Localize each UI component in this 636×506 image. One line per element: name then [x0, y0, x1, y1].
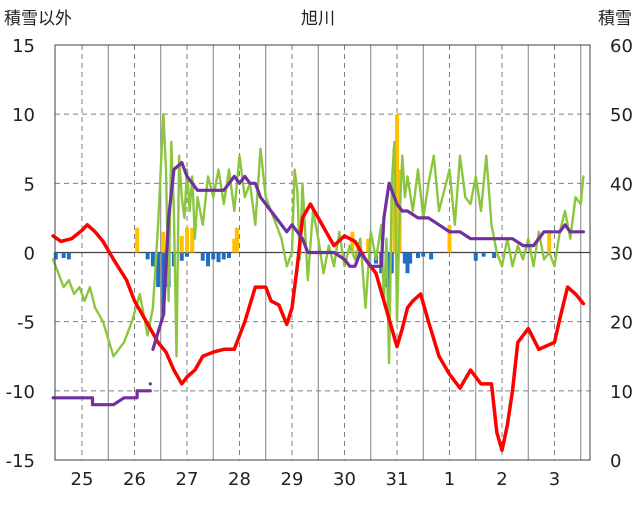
- snowfall-bar: [190, 227, 195, 253]
- precip_negative-bar: [227, 252, 231, 259]
- left-tick-label: 5: [24, 174, 35, 195]
- right-axis-label: 積雪: [598, 9, 632, 29]
- precip_negative-bar: [53, 252, 58, 260]
- left-tick-label: -10: [6, 382, 35, 403]
- left-tick-label: 10: [12, 105, 35, 126]
- precip_negative-bar: [161, 252, 166, 315]
- precip_negative-bar: [66, 252, 71, 260]
- precip_negative-bar: [481, 252, 486, 257]
- precip_negative-bar: [211, 252, 216, 260]
- right-tick-label: 60: [610, 36, 633, 57]
- precip_negative-bar: [492, 252, 497, 259]
- precip_negative-bar: [402, 252, 407, 264]
- precip_negative-bar: [179, 252, 184, 261]
- precip_negative-bar: [416, 252, 420, 259]
- left-tick-label: 0: [24, 244, 35, 265]
- precip_negative-bar: [185, 252, 189, 257]
- left-tick-label: -5: [17, 313, 35, 334]
- precip_negative-bar: [387, 252, 392, 301]
- right-tick-label: 0: [610, 451, 621, 472]
- snowfall-bar: [232, 238, 237, 253]
- precip_negative-bar: [421, 252, 426, 257]
- snowfall-bar: [161, 231, 166, 253]
- snowfall-bar: [395, 114, 399, 253]
- left-tick-label: -15: [6, 451, 35, 472]
- snowfall-bar: [547, 231, 552, 253]
- line-layer: [51, 112, 586, 453]
- right-tick-label: 20: [610, 313, 633, 334]
- right-tick-label: 40: [610, 174, 633, 195]
- x-tick-label: 25: [71, 469, 94, 490]
- left-tick-label: 15: [12, 36, 35, 57]
- x-tick-label: 28: [228, 469, 251, 490]
- x-tick-label: 2: [496, 469, 507, 490]
- snowfall-bar: [185, 227, 189, 253]
- precip_negative-bar: [150, 252, 155, 267]
- x-tick-label: 3: [549, 469, 560, 490]
- chart-title: 旭川: [301, 9, 335, 29]
- snowfall-bar: [135, 227, 140, 253]
- precip_negative-bar: [61, 252, 66, 259]
- precip_negative-bar: [200, 252, 205, 261]
- right-tick-label: 50: [610, 105, 633, 126]
- x-tick-label: 31: [386, 469, 409, 490]
- x-tick-label: 29: [281, 469, 304, 490]
- snow_depth-line: [151, 161, 586, 351]
- precip_negative-bar: [408, 252, 413, 264]
- precip_negative-bar: [145, 252, 150, 260]
- precip_negative-bar: [206, 252, 210, 267]
- left-axis-label: 積雪以外: [4, 9, 72, 29]
- snowfall-bar: [179, 235, 184, 253]
- snowfall-bar: [447, 224, 452, 253]
- snow_depth-line: [51, 389, 152, 407]
- snowfall-bar: [366, 238, 371, 253]
- right-tick-label: 10: [610, 382, 633, 403]
- plot-frame: [54, 44, 591, 461]
- temperature-line: [51, 202, 586, 453]
- precip_negative-bar: [473, 252, 478, 261]
- right-tick-label: 30: [610, 244, 633, 265]
- x-tick-label: 26: [123, 469, 146, 490]
- precip_negative-bar: [405, 252, 410, 274]
- precip_negative-bar: [429, 252, 434, 260]
- precip_negative-bar: [216, 252, 221, 263]
- snowfall-bar: [350, 231, 355, 253]
- snowfall-bar: [234, 227, 239, 253]
- plot-border: [54, 44, 591, 461]
- precip_negative-bar: [156, 252, 161, 288]
- x-tick-label: 30: [333, 469, 356, 490]
- precip_negative-bar: [221, 252, 226, 260]
- x-tick-label: 27: [176, 469, 199, 490]
- x-tick-label: 1: [444, 469, 455, 490]
